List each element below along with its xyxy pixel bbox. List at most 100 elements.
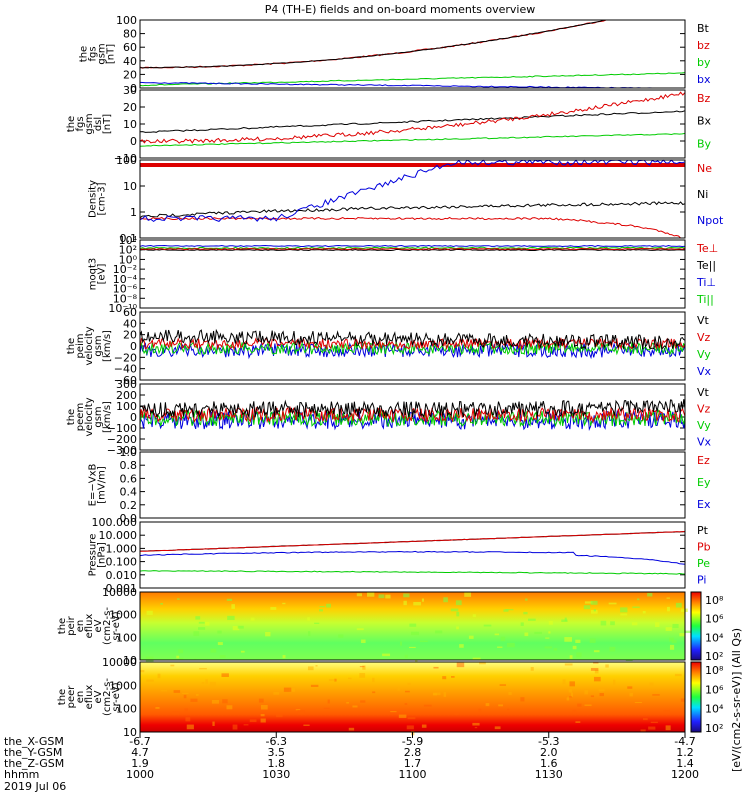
- panel-frame: [139, 383, 686, 451]
- y-tick-label: 40: [123, 55, 137, 68]
- legend-Pb: Pb: [697, 541, 711, 554]
- colorbar-tick-label: 10⁴: [705, 703, 724, 716]
- y-tick-label: 20: [123, 68, 137, 81]
- spectrogram-speckle: [179, 657, 184, 660]
- spectrogram-speckle: [409, 646, 416, 649]
- spectrogram-speckle: [205, 621, 210, 626]
- series-te-perp: [139, 247, 686, 251]
- y-axis-label-line: [mV/m]: [97, 466, 108, 504]
- colorbar-tick-label: 10⁸: [705, 594, 724, 607]
- y-tick-label: 0: [130, 340, 137, 353]
- spectrogram-speckle: [500, 636, 506, 642]
- spectrogram-speckle: [680, 698, 685, 702]
- spectrogram-speckle: [319, 606, 325, 608]
- spectrogram-speckle: [185, 717, 191, 722]
- legend-Vy: Vy: [697, 348, 711, 361]
- spectrogram-speckle: [419, 640, 428, 643]
- spectrogram-speckle: [572, 709, 577, 714]
- x-axis-tick-label: 1030: [262, 768, 290, 781]
- spectrogram-speckle: [352, 705, 358, 708]
- spectrogram-speckle: [520, 697, 525, 702]
- spectrogram-speckle: [498, 704, 503, 707]
- spectrogram-speckle: [454, 712, 459, 715]
- legend-Pi: Pi: [697, 574, 706, 587]
- spectrogram-speckle: [282, 655, 286, 659]
- spectrogram-speckle: [307, 666, 314, 671]
- y-axis-label-line: eflux: [84, 685, 95, 710]
- y-axis-label-line: Density: [88, 180, 99, 218]
- legend-Ne: Ne: [697, 162, 712, 175]
- spectrogram-speckle: [160, 603, 163, 605]
- panel-temp: 10⁴10²10⁰10⁻²10⁻⁴10⁻⁶10⁻⁸10⁻¹⁰moqt3[eV]T…: [88, 234, 719, 315]
- legend-Npot: Npot: [697, 214, 724, 227]
- x-axis-tick-label: 1130: [535, 768, 563, 781]
- y-axis-label-line: E=−VxB: [88, 464, 99, 507]
- spectrogram-speckle: [669, 644, 675, 650]
- spectrogram-speckle: [456, 626, 459, 630]
- y-tick-label: 1.000: [106, 542, 138, 555]
- spectrogram-speckle: [562, 679, 566, 685]
- spectrogram-speckle: [566, 696, 570, 701]
- y-axis-label-line: sr-eV): [111, 611, 122, 640]
- spectrogram-speckle: [260, 705, 268, 710]
- colorbar-strip: [690, 591, 702, 661]
- spectrogram-speckle: [534, 631, 542, 635]
- series-ti-par: [139, 246, 686, 250]
- y-axis-label-line: (cm2-s-: [102, 607, 113, 645]
- spectrogram-speckle: [172, 711, 180, 715]
- spectrogram-speckle: [599, 693, 604, 697]
- spectrogram-speckle: [598, 689, 605, 692]
- y-tick-label: 100: [116, 631, 137, 644]
- spectrogram-speckle: [413, 601, 421, 606]
- spectrogram-speckle: [276, 714, 283, 718]
- y-tick-label: 1.0: [120, 446, 138, 459]
- y-tick-label: 100: [116, 14, 137, 27]
- panel-peim: 6040200−20−40−60thepeimvelocitygsm[km/s]…: [66, 306, 712, 387]
- spectrogram-speckle: [632, 606, 640, 608]
- spectrogram-speckle: [348, 727, 355, 731]
- x-axis-block: the_X-GSM -6.7 -6.3 -5.9 -5.3 -4.7 the_Y-GSM 4.…: [4, 732, 699, 793]
- spectrogram-speckle: [403, 593, 410, 598]
- y-axis-label-line: (cm2-s-: [102, 678, 113, 716]
- x-axis-row-label: the_Z-GSM: [4, 757, 64, 770]
- spectrogram-speckle: [640, 729, 646, 732]
- spectrogram-speckle: [584, 704, 592, 706]
- series-ne: [139, 216, 685, 239]
- spectrogram-speckle: [346, 702, 349, 704]
- x-axis-tick-label: -5.9: [402, 735, 423, 748]
- spectrogram-speckle: [650, 721, 658, 724]
- spectrogram-speckle: [145, 656, 154, 662]
- spectrogram-speckle: [589, 638, 596, 643]
- y-tick-label: 10⁻⁸: [113, 292, 138, 305]
- spectrogram-speckle: [605, 664, 609, 668]
- spectrogram-speckle: [443, 597, 448, 603]
- spectrogram-speckle: [679, 633, 685, 637]
- spectrogram-speckle: [629, 692, 633, 697]
- spectrogram-speckle: [372, 677, 375, 683]
- spectrogram-speckle: [503, 609, 509, 612]
- peer-spectrogram: [140, 662, 685, 732]
- spectrogram-speckle: [407, 682, 411, 685]
- y-axis-label-pressure: Pressure[nPa]: [88, 534, 108, 577]
- spectrogram-speckle: [227, 615, 235, 621]
- y-tick-label: 20: [123, 329, 137, 342]
- y-tick-label: 300: [116, 378, 137, 391]
- spectrogram-speckle: [666, 597, 670, 599]
- spectrogram-speckle: [250, 617, 255, 621]
- y-tick-label: 10: [123, 726, 137, 739]
- y-tick-label: 100: [116, 703, 137, 716]
- y-axis-label-density: Density[cm-3]: [88, 180, 108, 218]
- spectrogram-speckle: [198, 621, 205, 624]
- spectrogram-speckle: [631, 622, 638, 626]
- y-tick-label: 1000: [109, 679, 137, 692]
- spectrogram-speckle: [672, 623, 679, 629]
- spectrogram-speckle: [548, 620, 553, 625]
- spectrogram-speckle: [360, 700, 366, 703]
- series-vz: [139, 406, 686, 424]
- spectrogram-speckle: [270, 607, 277, 610]
- y-axis-label-line: eV: [93, 690, 104, 703]
